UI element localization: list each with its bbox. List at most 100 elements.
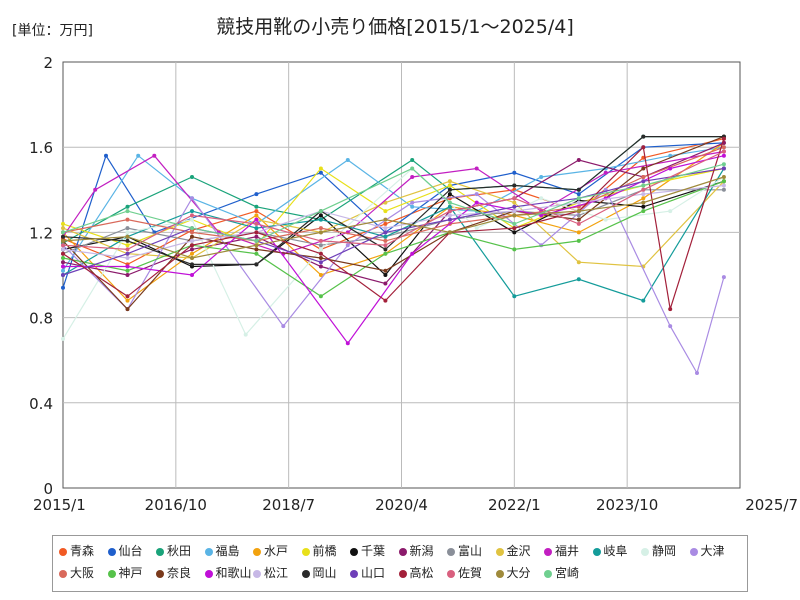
chart-title: 競技用靴の小売り価格[2015/1～2025/4]	[216, 16, 574, 38]
legend-marker	[59, 548, 67, 556]
data-point	[641, 192, 646, 197]
legend: 青森 仙台 秋田 福島 水戸 前橋 千葉 新潟 富山 金沢 福井 岐阜 静岡 大津 大阪 神戸 奈良 和歌山 松江 岡…	[52, 535, 748, 592]
data-point	[254, 204, 259, 209]
data-point	[125, 251, 130, 256]
data-point	[61, 251, 65, 256]
data-point	[447, 209, 452, 214]
data-point	[668, 166, 673, 171]
data-point	[576, 209, 581, 214]
legend-marker	[592, 548, 601, 556]
legend-marker	[495, 548, 504, 556]
legend-marker	[59, 570, 67, 578]
legend-marker	[156, 548, 164, 556]
data-point	[104, 153, 108, 158]
data-point	[512, 213, 517, 218]
legend-item: 前橋	[301, 544, 337, 558]
legend-item: 水戸	[253, 544, 288, 558]
legend-item: 富山	[447, 544, 482, 558]
data-point	[254, 234, 259, 239]
series-10	[61, 149, 726, 256]
data-point	[190, 234, 194, 239]
data-point	[474, 200, 479, 205]
data-point	[641, 298, 646, 303]
data-point	[318, 170, 323, 175]
data-point	[190, 238, 194, 243]
legend-marker	[447, 570, 455, 578]
data-point	[190, 209, 194, 214]
legend-item: 仙台	[107, 544, 143, 558]
data-point	[721, 149, 726, 154]
data-point	[254, 247, 259, 252]
data-point	[125, 234, 130, 239]
legend-item: 松江	[253, 566, 288, 580]
legend-item: 福島	[204, 544, 240, 558]
data-point	[721, 175, 726, 179]
legend-marker	[253, 548, 261, 556]
data-point	[254, 243, 259, 248]
legend-label: 大分	[506, 566, 531, 580]
data-point	[125, 230, 130, 235]
data-point	[383, 268, 388, 273]
unit-label: [単位：万円]	[12, 23, 93, 39]
data-point	[243, 332, 248, 337]
data-point	[383, 217, 388, 222]
data-point	[512, 294, 517, 299]
data-point	[254, 238, 259, 243]
data-point	[190, 247, 194, 252]
data-point	[254, 221, 259, 226]
legend-label: 岡山	[312, 566, 337, 580]
data-point	[190, 217, 194, 222]
data-point	[61, 234, 65, 239]
data-point	[603, 217, 608, 222]
data-point	[447, 204, 452, 209]
data-point	[61, 260, 65, 265]
legend-label: 前橋	[312, 544, 337, 558]
x-tick-label: 2020/4	[375, 496, 428, 514]
x-tick-label: 2015/1	[33, 496, 86, 514]
legend-item: 福井	[544, 544, 579, 558]
x-tick-label: 2025/7	[745, 496, 798, 514]
legend-item: 神戸	[107, 566, 143, 580]
legend-marker	[544, 570, 552, 578]
data-point	[539, 213, 544, 218]
data-point	[61, 230, 65, 235]
data-point	[474, 226, 479, 231]
legend-item: 新潟	[398, 544, 434, 558]
data-point	[641, 134, 646, 139]
data-point	[721, 162, 726, 167]
data-point	[447, 192, 452, 197]
y-tick-label: 0.8	[29, 310, 53, 328]
legend-marker	[204, 570, 213, 578]
data-point	[410, 158, 415, 162]
y-tick-label: 1.2	[29, 224, 53, 242]
legend-label: 大阪	[70, 566, 95, 580]
y-tick-label: 2	[43, 54, 53, 72]
legend-label: 松江	[264, 566, 289, 580]
data-point	[447, 183, 452, 188]
data-point	[254, 192, 259, 197]
data-point	[447, 230, 452, 235]
data-point	[641, 166, 646, 171]
data-point	[383, 251, 388, 256]
data-point	[383, 209, 388, 214]
legend-label: 神戸	[118, 566, 143, 580]
legend-marker	[641, 548, 649, 556]
data-point	[318, 247, 323, 252]
data-point	[512, 226, 517, 231]
legend-label: 水戸	[264, 544, 289, 558]
line-chart: 0 0.4 0.8 1.2 1.6 2 2015/1 2016/10 2018/7 2020/4…	[29, 54, 798, 514]
data-point	[190, 213, 194, 218]
data-point	[190, 273, 194, 277]
data-point	[641, 200, 646, 205]
data-point	[447, 187, 452, 192]
legend-marker	[204, 548, 213, 556]
legend-marker	[253, 570, 261, 578]
data-point	[383, 221, 388, 226]
data-point	[721, 179, 726, 184]
legend-marker	[350, 570, 358, 578]
data-point	[125, 294, 130, 299]
data-point	[125, 243, 130, 248]
data-point	[410, 251, 415, 256]
data-point	[603, 170, 608, 175]
legend-label: 福島	[215, 544, 240, 558]
